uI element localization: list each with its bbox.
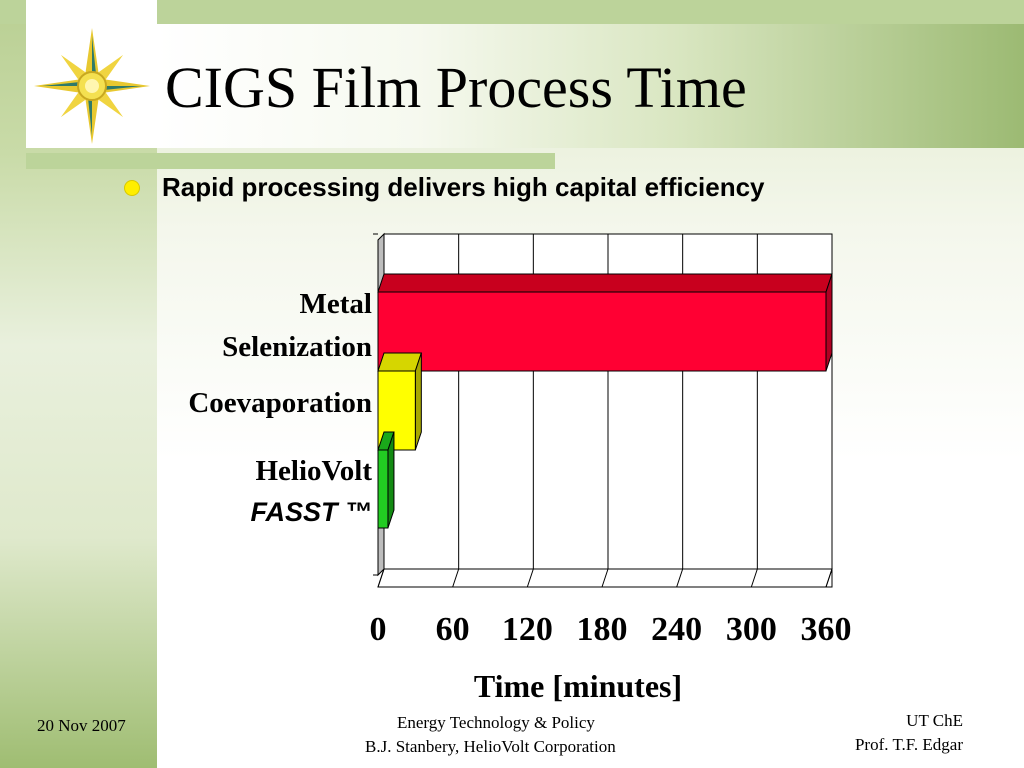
footer-center-line1: Energy Technology & Policy bbox=[397, 713, 595, 732]
bar bbox=[377, 291, 827, 372]
bullet-item: Rapid processing delivers high capital e… bbox=[124, 172, 765, 203]
bar-side-face bbox=[387, 431, 395, 529]
top-decor-band bbox=[0, 0, 1024, 24]
x-tick-label: 360 bbox=[801, 611, 852, 648]
floor-tick-line bbox=[750, 568, 758, 588]
title-band bbox=[157, 24, 1024, 148]
floor-tick-line bbox=[601, 568, 609, 588]
category-label: FASST ™ bbox=[250, 497, 372, 527]
bar-top-face bbox=[377, 352, 423, 372]
floor-tick-line bbox=[377, 568, 385, 588]
floor-tick-line bbox=[676, 568, 684, 588]
category-label: Coevaporation bbox=[188, 387, 372, 419]
category-label: HelioVolt bbox=[255, 455, 372, 487]
slide-title: CIGS Film Process Time bbox=[165, 55, 747, 120]
title-underline-bar bbox=[26, 153, 555, 169]
compass-star-icon bbox=[34, 28, 150, 144]
category-label: Selenization bbox=[222, 331, 372, 363]
floor-tick-line bbox=[825, 568, 833, 588]
x-tick-label: 0 bbox=[370, 611, 387, 648]
category-label: Metal bbox=[300, 288, 372, 320]
bullet-dot-icon bbox=[124, 179, 140, 196]
floor-tick-line bbox=[452, 568, 460, 588]
bar-side-face bbox=[414, 352, 422, 451]
bar bbox=[377, 449, 389, 529]
footer-right-line2: Prof. T.F. Edgar bbox=[854, 735, 963, 754]
footer-right-line1: UT ChE bbox=[906, 711, 963, 730]
x-tick-label: 120 bbox=[502, 611, 553, 648]
bullet-text: Rapid processing delivers high capital e… bbox=[162, 172, 765, 202]
x-tick-label: 60 bbox=[436, 611, 470, 648]
bar-side-face bbox=[825, 273, 833, 372]
footer-center-line2: B.J. Stanbery, HelioVolt Corporation bbox=[365, 737, 616, 756]
x-axis-title: Time [minutes] bbox=[474, 668, 682, 704]
x-tick-label: 180 bbox=[577, 611, 628, 648]
x-tick-label: 240 bbox=[651, 611, 702, 648]
bar-top-face bbox=[377, 273, 833, 293]
x-tick-label: 300 bbox=[726, 611, 777, 648]
floor-tick-line bbox=[526, 568, 534, 588]
logo bbox=[26, 0, 157, 148]
footer-date: 20 Nov 2007 bbox=[37, 716, 126, 735]
